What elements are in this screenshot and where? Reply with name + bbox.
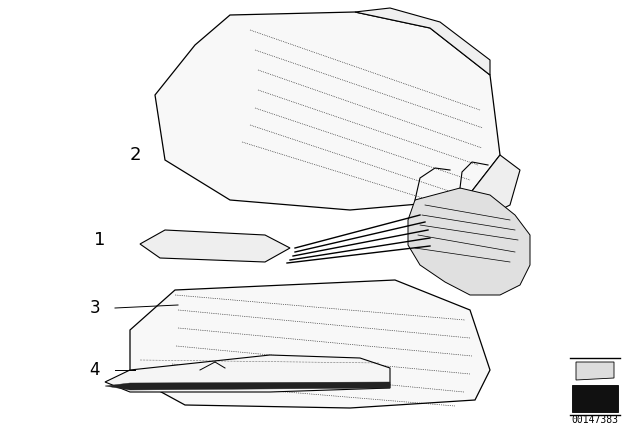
Text: 1: 1 <box>94 231 106 249</box>
Polygon shape <box>130 280 490 408</box>
Polygon shape <box>572 385 618 412</box>
Polygon shape <box>576 362 614 380</box>
Text: 4: 4 <box>90 361 100 379</box>
Text: 3: 3 <box>90 299 100 317</box>
Text: 2: 2 <box>129 146 141 164</box>
Polygon shape <box>105 355 390 392</box>
Text: 00147383: 00147383 <box>572 415 618 425</box>
Polygon shape <box>408 188 530 295</box>
Polygon shape <box>155 12 500 210</box>
Polygon shape <box>465 155 520 215</box>
Polygon shape <box>355 8 490 75</box>
Polygon shape <box>140 230 290 262</box>
Polygon shape <box>105 382 390 390</box>
